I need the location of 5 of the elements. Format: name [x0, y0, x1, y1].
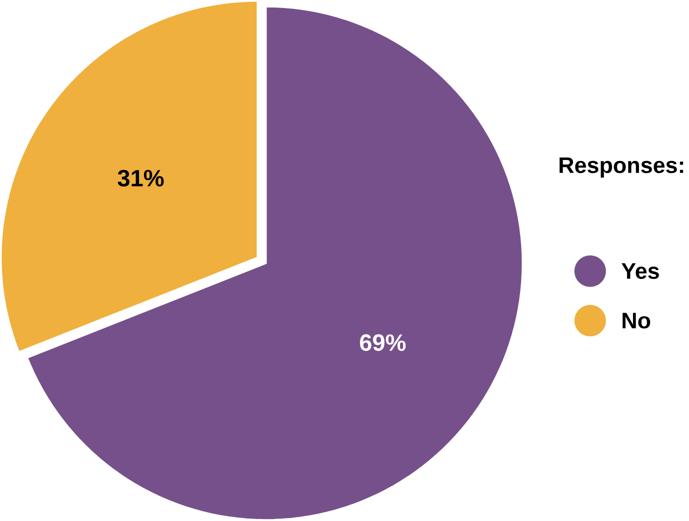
- data-label: 31%: [118, 170, 164, 187]
- legend-label: Yes: [622, 263, 659, 280]
- legend-label: No: [622, 312, 650, 329]
- data-label: 69%: [360, 334, 406, 352]
- legend-title: Responses:: [560, 158, 684, 178]
